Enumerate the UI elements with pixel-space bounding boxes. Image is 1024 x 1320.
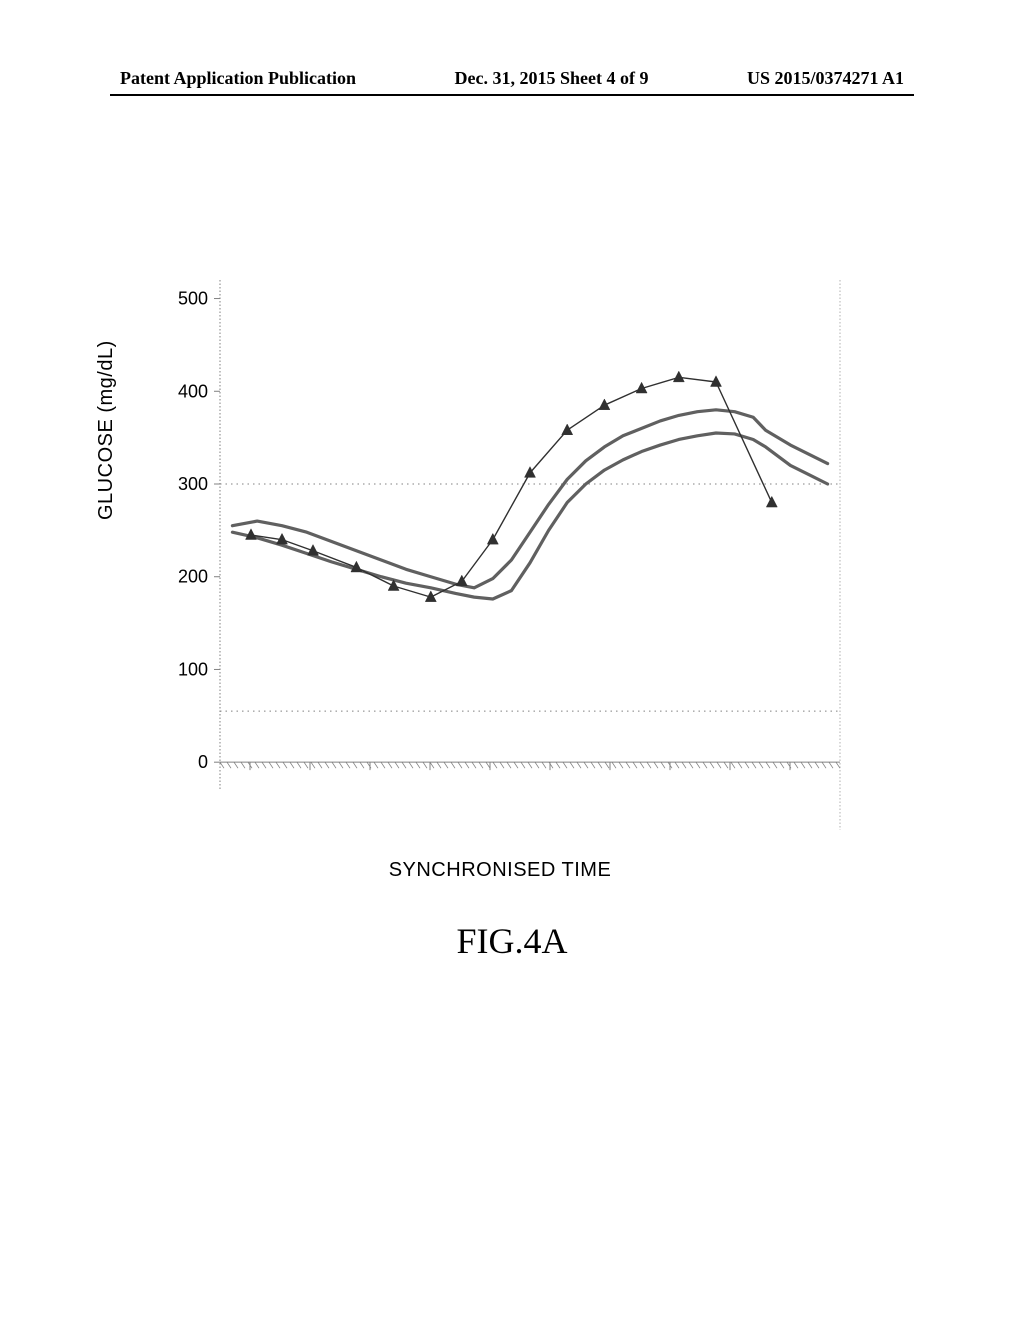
chart-canvas: 0 100 200 300 400 500	[150, 270, 850, 830]
y-tick-label: 0	[198, 752, 208, 772]
y-tick-label: 400	[178, 381, 208, 401]
triangle-marker	[673, 371, 684, 382]
y-axis-label: GLUCOSE (mg/dL)	[95, 340, 118, 520]
header-center: Dec. 31, 2015 Sheet 4 of 9	[455, 68, 649, 89]
series-line	[251, 377, 772, 597]
baseline-hatch	[220, 762, 840, 770]
header-left: Patent Application Publication	[120, 68, 356, 89]
header-right: US 2015/0374271 A1	[747, 68, 904, 89]
x-axis-label: SYNCHRONISED TIME	[150, 859, 850, 882]
triangle-marker	[487, 533, 498, 544]
glucose-chart: GLUCOSE (mg/dL) 0100200300400500 SYNCHRO…	[150, 270, 850, 830]
y-tick-label: 500	[178, 289, 208, 309]
triangle-marker	[599, 399, 610, 410]
series-line	[232, 433, 827, 599]
y-tick-label: 100	[178, 659, 208, 679]
triangle-marker	[562, 424, 573, 435]
y-tick-label: 300	[178, 474, 208, 494]
triangle-marker	[766, 496, 777, 507]
figure-caption: FIG.4A	[0, 920, 1024, 962]
page-header: Patent Application Publication Dec. 31, …	[0, 68, 1024, 89]
page: Patent Application Publication Dec. 31, …	[0, 0, 1024, 1320]
header-rule	[110, 94, 914, 96]
y-tick-label: 200	[178, 567, 208, 587]
